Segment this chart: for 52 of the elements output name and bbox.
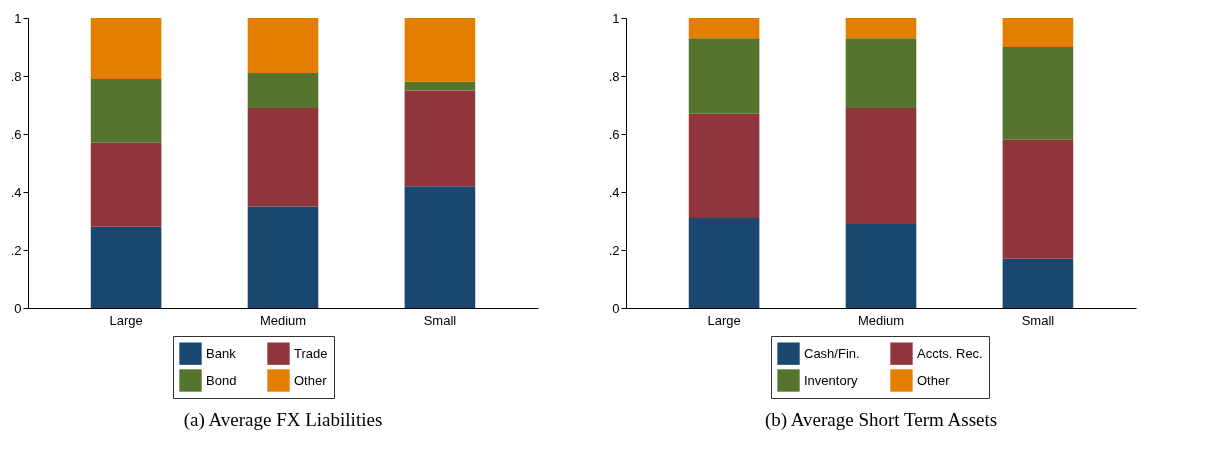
bar xyxy=(1002,139,1074,259)
bar xyxy=(90,142,162,227)
y-tick-label: 1 xyxy=(14,10,22,26)
bar xyxy=(404,18,476,82)
bar xyxy=(90,78,162,143)
x-tick-label: Medium xyxy=(259,312,307,328)
bar xyxy=(688,38,760,114)
bar xyxy=(845,107,917,224)
bar xyxy=(688,18,760,39)
x-tick-label: Large xyxy=(109,312,143,328)
y-tick-label: .2 xyxy=(10,242,22,258)
x-tick-label: Medium xyxy=(857,312,905,328)
y-tick-label: .2 xyxy=(608,242,620,258)
bar xyxy=(845,38,917,108)
bar xyxy=(90,226,162,308)
y-tick-label: .8 xyxy=(608,68,620,84)
bar xyxy=(1002,258,1074,308)
legend-label: Bond xyxy=(206,372,237,388)
bar xyxy=(845,223,917,308)
legend-label: Trade xyxy=(294,345,328,361)
y-tick-label: .8 xyxy=(10,68,22,84)
bar xyxy=(90,18,162,79)
x-tick-label: Small xyxy=(423,312,457,328)
legend-label: Inventory xyxy=(804,372,858,388)
text: (a) Average FX Liabilities xyxy=(183,408,383,431)
y-tick-label: 1 xyxy=(612,10,620,26)
bar xyxy=(247,206,319,308)
bar xyxy=(404,186,476,308)
y-tick-label: .6 xyxy=(10,126,22,142)
y-tick-label: 0 xyxy=(612,300,620,316)
bar xyxy=(247,18,319,74)
bar xyxy=(688,113,760,219)
legend-label: Other xyxy=(294,372,328,388)
legend-label: Cash/Fin. xyxy=(804,345,860,361)
bar xyxy=(1002,47,1074,140)
x-tick-label: Small xyxy=(1021,312,1055,328)
bar xyxy=(247,73,319,108)
bar xyxy=(688,218,760,308)
legend-label: Bank xyxy=(206,345,237,361)
y-tick-label: 0 xyxy=(14,300,22,316)
y-tick-label: .4 xyxy=(10,184,22,200)
bar xyxy=(845,18,917,39)
x-tick-label: Large xyxy=(707,312,741,328)
y-tick-label: .6 xyxy=(608,126,620,142)
legend-label: Other xyxy=(917,372,951,388)
bar xyxy=(247,107,319,207)
y-tick-label: .4 xyxy=(608,184,620,200)
bar xyxy=(404,81,476,91)
bar xyxy=(404,90,476,187)
bar xyxy=(1002,18,1074,47)
text: (b) Average Short Term Assets xyxy=(764,408,998,431)
legend-label: Accts. Rec. xyxy=(917,345,983,361)
